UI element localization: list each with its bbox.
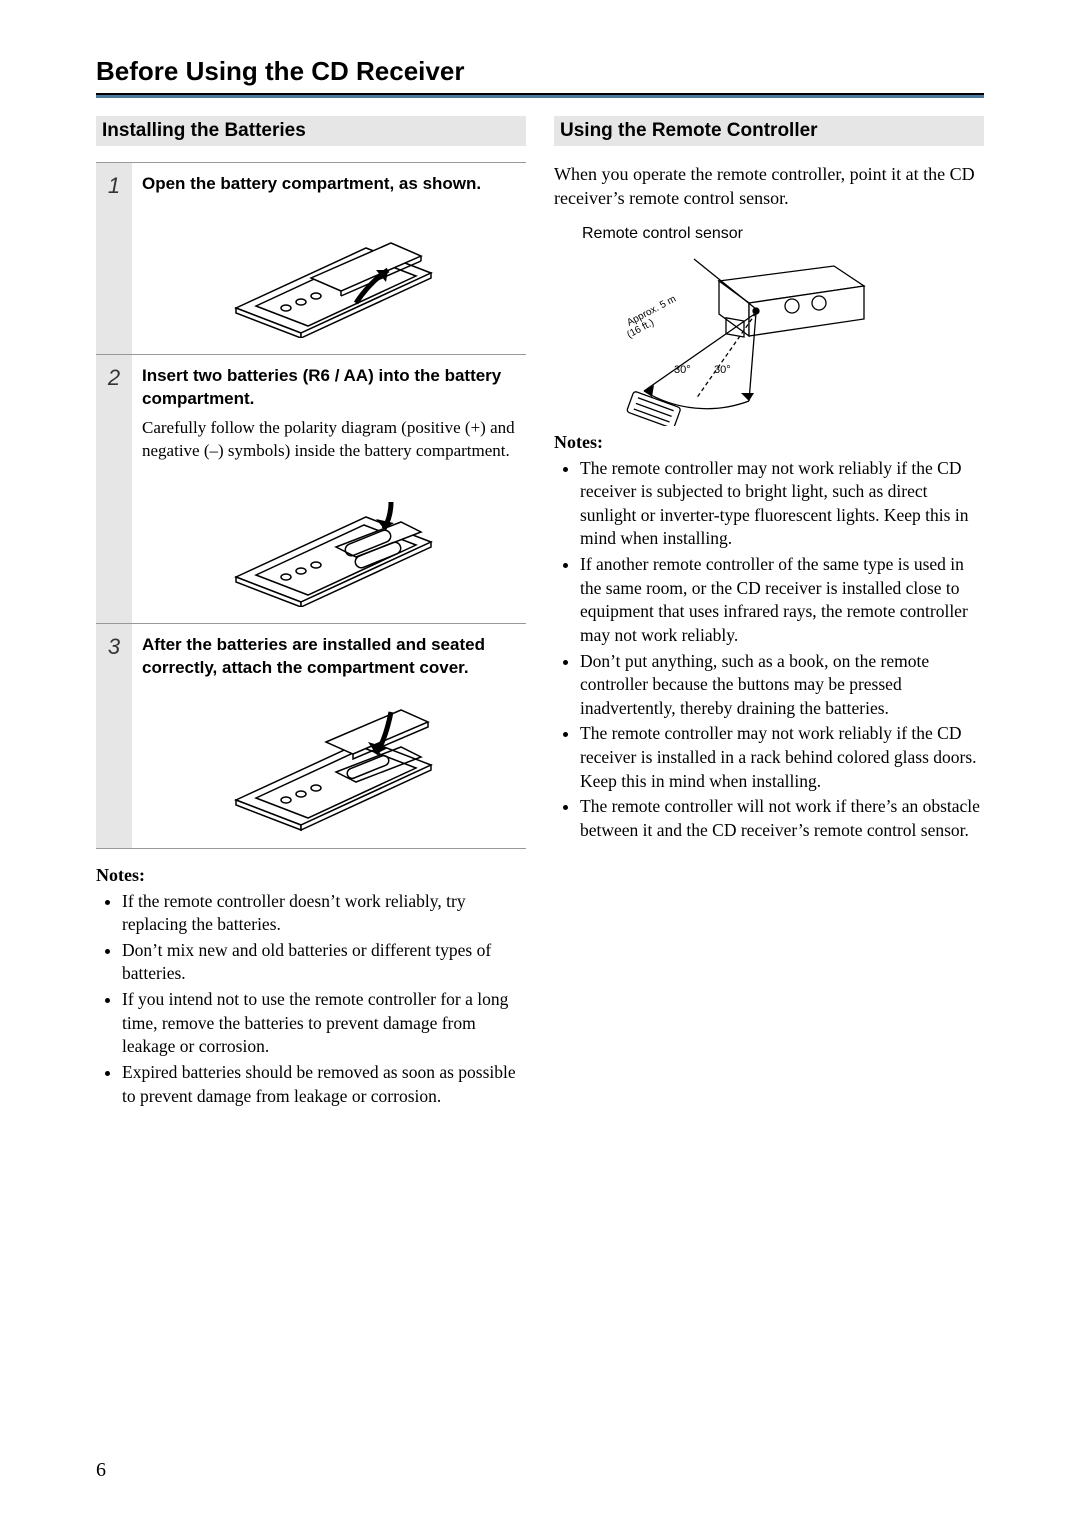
remote-batteries-icon [216,477,446,607]
step-1: 1 Open the battery compartment, as shown… [96,163,526,355]
steps-list: 1 Open the battery compartment, as shown… [96,162,526,849]
step-number: 2 [96,355,132,623]
list-item: If another remote controller of the same… [580,553,984,648]
list-item: Don’t mix new and old batteries or diffe… [122,939,526,986]
content-columns: Installing the Batteries 1 Open the batt… [96,116,984,1110]
angle-left-text: 30° [674,364,691,376]
list-item: If you intend not to use the remote cont… [122,988,526,1059]
list-item: The remote controller may not work relia… [580,457,984,552]
angle-right-text: 30° [714,364,731,376]
step-number: 1 [96,163,132,354]
step-body: Insert two batteries (R6 / AA) into the … [132,355,526,623]
right-notes-heading: Notes: [554,432,984,453]
left-notes-heading: Notes: [96,865,526,886]
step-2: 2 Insert two batteries (R6 / AA) into th… [96,355,526,624]
step-number: 3 [96,624,132,848]
right-notes-list: The remote controller may not work relia… [554,457,984,843]
list-item: If the remote controller doesn’t work re… [122,890,526,937]
right-intro: When you operate the remote controller, … [554,162,984,211]
diagram-label: Remote control sensor [582,225,984,243]
step-desc: Carefully follow the polarity diagram (p… [142,417,520,463]
step-title: Open the battery compartment, as shown. [142,173,520,196]
step-title: After the batteries are installed and se… [142,634,520,680]
left-notes-list: If the remote controller doesn’t work re… [96,890,526,1109]
left-heading: Installing the Batteries [96,116,526,146]
right-column: Using the Remote Controller When you ope… [554,116,984,1110]
title-rule [96,93,984,98]
figure-attach-cover [142,686,520,834]
list-item: The remote controller may not work relia… [580,722,984,793]
figure-remote-sensor: Approx. 5 m (16 ft.) 30° 30° [554,245,984,428]
figure-insert-batteries [142,471,520,609]
remote-open-icon [216,208,446,338]
list-item: Expired batteries should be removed as s… [122,1061,526,1108]
step-3: 3 After the batteries are installed and … [96,624,526,849]
right-heading: Using the Remote Controller [554,116,984,146]
step-title: Insert two batteries (R6 / AA) into the … [142,365,520,411]
step-body: Open the battery compartment, as shown. [132,163,526,354]
list-item: The remote controller will not work if t… [580,795,984,842]
remote-cover-icon [216,692,446,832]
figure-open-compartment [142,202,520,340]
sensor-diagram-icon: Approx. 5 m (16 ft.) 30° 30° [574,251,874,426]
list-item: Don’t put anything, such as a book, on t… [580,650,984,721]
page-title: Before Using the CD Receiver [96,56,984,93]
page-number: 6 [96,1459,106,1482]
step-body: After the batteries are installed and se… [132,624,526,848]
left-column: Installing the Batteries 1 Open the batt… [96,116,526,1110]
